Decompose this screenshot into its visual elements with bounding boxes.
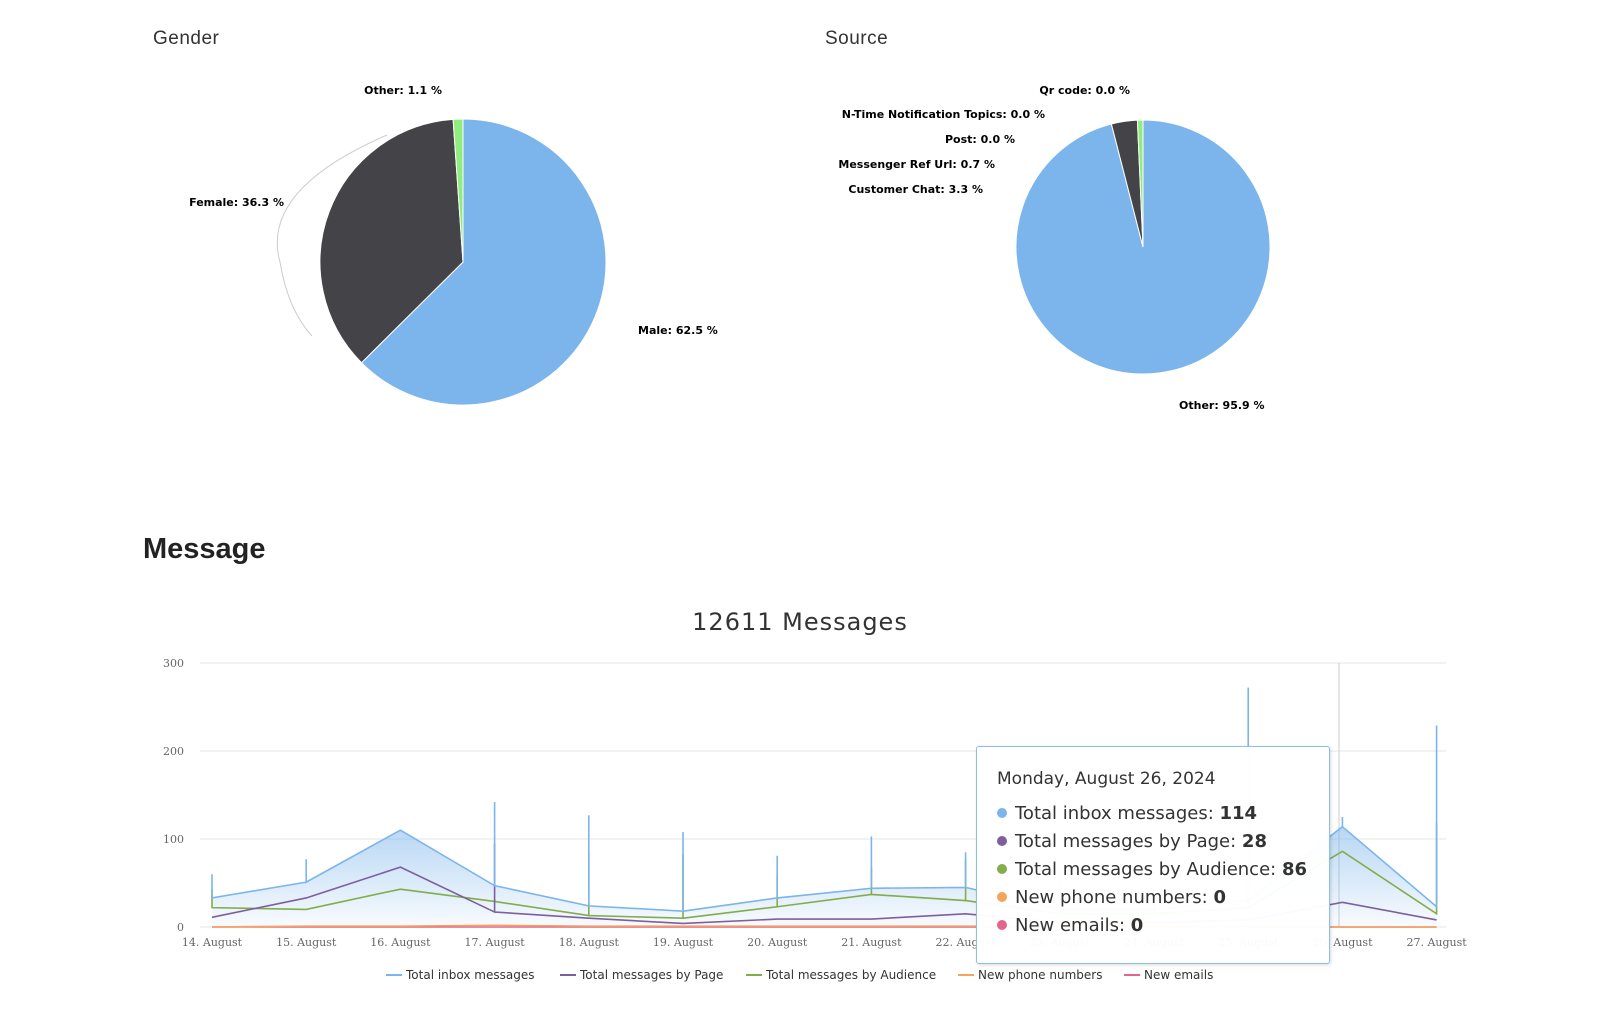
tooltip-row-page: Total messages by Page: 28 bbox=[997, 831, 1267, 852]
tooltip-dot bbox=[997, 892, 1007, 902]
x-tick-label: 20. August bbox=[747, 936, 808, 949]
x-tick-label: 16. August bbox=[370, 936, 431, 949]
x-tick-label: 14. August bbox=[182, 936, 243, 949]
tooltip-dot bbox=[997, 864, 1007, 874]
y-tick-label: 300 bbox=[163, 657, 184, 670]
pie-label: Male: 62.5 % bbox=[638, 324, 718, 337]
tooltip-label: New phone numbers: bbox=[1015, 887, 1214, 908]
legend-item-label[interactable]: Total messages by Audience bbox=[765, 968, 936, 982]
source-chart-title: Source bbox=[825, 28, 889, 49]
tooltip-value: 28 bbox=[1241, 831, 1267, 852]
tooltip-dot bbox=[997, 920, 1007, 930]
pie-label: Female: 36.3 % bbox=[189, 196, 284, 209]
x-tick-label: 27. August bbox=[1406, 936, 1467, 949]
tooltip-row-emails: New emails: 0 bbox=[997, 915, 1143, 936]
tooltip-value: 0 bbox=[1213, 887, 1226, 908]
x-tick-label: 21. August bbox=[841, 936, 902, 949]
pie-slice-messenger-ref-url[interactable] bbox=[1136, 119, 1144, 248]
gender-pie-chart: Male: 62.5 % Female: 36.3 % Other: 1.1 % bbox=[189, 84, 718, 406]
legend-item-label[interactable]: New emails bbox=[1144, 968, 1213, 982]
tooltip-dot bbox=[997, 808, 1007, 818]
tooltip-value: 114 bbox=[1219, 803, 1258, 824]
y-tick-label: 200 bbox=[163, 745, 184, 758]
pie-slice-female[interactable] bbox=[319, 118, 464, 364]
tooltip-row-inbox: Total inbox messages: 114 bbox=[997, 803, 1257, 824]
tooltip-label: Total messages by Audience: bbox=[1015, 859, 1282, 880]
tooltip-row-phone: New phone numbers: 0 bbox=[997, 887, 1226, 908]
pie-label: N-Time Notification Topics: 0.0 % bbox=[842, 108, 1045, 121]
x-tick-label: 19. August bbox=[653, 936, 714, 949]
inbox-area-fill bbox=[212, 826, 1437, 927]
legend-item-label[interactable]: Total messages by Page bbox=[579, 968, 723, 982]
pie-label: Post: 0.0 % bbox=[945, 133, 1015, 146]
tooltip-row-audience: Total messages by Audience: 86 bbox=[997, 859, 1307, 880]
y-tick-label: 0 bbox=[177, 921, 184, 934]
gender-chart-title: Gender bbox=[153, 28, 220, 49]
pie-label: Customer Chat: 3.3 % bbox=[848, 183, 983, 196]
pie-label: Other: 95.9 % bbox=[1179, 399, 1265, 412]
tooltip-label: Total inbox messages: bbox=[1015, 803, 1220, 824]
tooltip-date: Monday, August 26, 2024 bbox=[997, 769, 1216, 789]
pie-decor-arc bbox=[276, 134, 388, 337]
y-tick-label: 100 bbox=[163, 833, 184, 846]
legend-item-label[interactable]: New phone numbers bbox=[978, 968, 1102, 982]
tooltip-label: Total messages by Page: bbox=[1015, 831, 1242, 852]
pie-slice-male[interactable] bbox=[360, 118, 607, 406]
x-tick-label: 17. August bbox=[464, 936, 525, 949]
pie-label: Messenger Ref Url: 0.7 % bbox=[838, 158, 995, 171]
chart-title: 12611 Messages bbox=[692, 608, 908, 636]
legend-item-label[interactable]: Total inbox messages bbox=[405, 968, 534, 982]
tooltip-label: New emails: bbox=[1015, 915, 1131, 936]
pie-label: Qr code: 0.0 % bbox=[1039, 84, 1130, 97]
x-tick-label: 15. August bbox=[276, 936, 337, 949]
tooltip-value: 0 bbox=[1130, 915, 1144, 936]
pie-label: Other: 1.1 % bbox=[364, 84, 442, 97]
tooltip-value: 86 bbox=[1281, 859, 1308, 880]
tooltip-dot bbox=[997, 836, 1007, 846]
pie-slice-other[interactable] bbox=[452, 118, 464, 263]
chart-tooltip: Monday, August 26, 2024 Total inbox mess… bbox=[976, 746, 1330, 964]
message-section-title: Message bbox=[143, 533, 266, 565]
x-tick-label: 18. August bbox=[559, 936, 620, 949]
source-pie-chart: Other: 95.9 % Customer Chat: 3.3 % Messeng… bbox=[838, 84, 1271, 412]
